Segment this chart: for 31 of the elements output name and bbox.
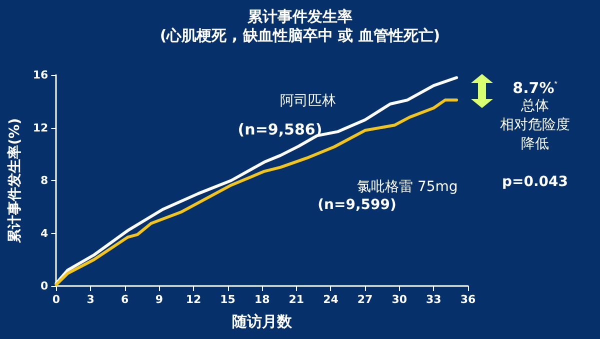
text: 氯吡格雷 75mg [356, 179, 458, 195]
y-tick-label: 8 [40, 174, 48, 187]
x-tick-label: 21 [288, 293, 304, 306]
x-tick-label: 33 [426, 293, 442, 306]
x-tick-label: 36 [460, 293, 476, 306]
text: 8.7%* [512, 79, 558, 97]
annotation: (n=9,586) [238, 120, 322, 138]
x-tick-label: 12 [186, 293, 202, 306]
x-tick-label: 15 [220, 293, 236, 306]
text: p=0.043 [502, 174, 568, 190]
y-tick-label: 4 [40, 226, 49, 240]
series-label: 阿司匹林 [280, 93, 336, 109]
text: 总体 [520, 98, 549, 114]
x-tick-label: 3 [86, 293, 94, 306]
y-axis-title: 累计事件发生率(%) [6, 118, 23, 244]
x-tick-label: 6 [121, 293, 130, 306]
annotation: (n=9,599) [318, 197, 396, 213]
x-tick-label: 24 [323, 293, 339, 306]
x-tick-label: 0 [52, 293, 60, 306]
chart-subtitle: (心肌梗死 , 缺血性脑卒中 或 血管性死亡) [160, 26, 440, 44]
x-tick-label: 9 [155, 293, 163, 306]
y-tick-label: 12 [32, 121, 48, 134]
text: 相对危险度 [500, 117, 570, 133]
y-tick-label: 0 [40, 280, 49, 292]
x-tick-label: 27 [357, 293, 373, 306]
chart-title: 累计事件发生率 [246, 8, 352, 26]
x-axis-title: 随访月数 [232, 312, 294, 330]
x-tick-label: 18 [254, 293, 270, 306]
text: 降低 [521, 136, 549, 152]
x-tick-label: 30 [392, 293, 408, 306]
y-tick-label: 16 [32, 68, 49, 82]
